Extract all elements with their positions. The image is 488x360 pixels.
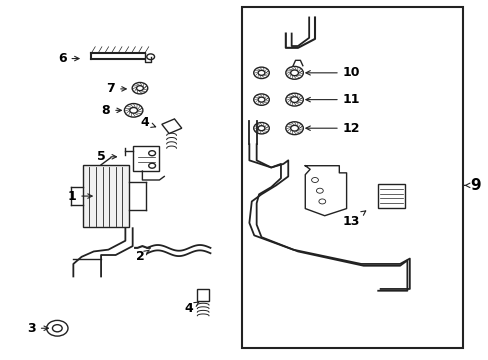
Text: 13: 13	[342, 211, 365, 228]
Bar	[82, 165, 129, 227]
Text: 5: 5	[97, 150, 116, 163]
Text: 8: 8	[102, 104, 121, 117]
Text: 4: 4	[140, 116, 155, 129]
Text: 12: 12	[305, 122, 360, 135]
Text: 3: 3	[27, 322, 48, 335]
Bar	[377, 184, 404, 208]
Text: 6: 6	[58, 52, 79, 65]
Text: 1: 1	[67, 190, 92, 203]
Bar	[132, 146, 159, 171]
Text: 4: 4	[184, 302, 198, 315]
Text: 11: 11	[305, 93, 360, 106]
Text: 2: 2	[135, 250, 149, 263]
Bar	[197, 289, 208, 301]
Bar	[242, 7, 462, 348]
Text: 9: 9	[464, 178, 480, 193]
Text: 7: 7	[106, 82, 126, 95]
Text: 10: 10	[305, 66, 360, 79]
Bar	[162, 119, 182, 134]
